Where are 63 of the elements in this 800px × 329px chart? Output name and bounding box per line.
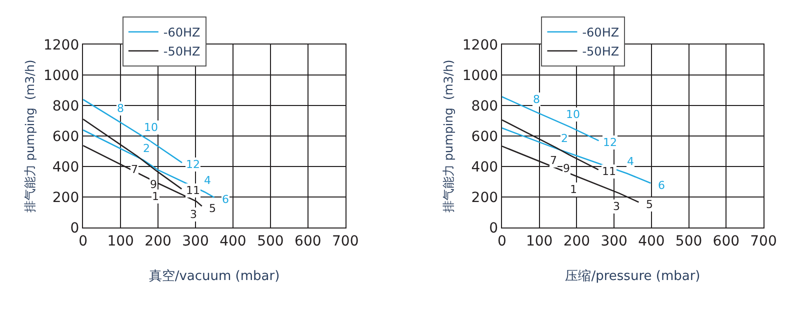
annotation: 10: [566, 108, 580, 121]
legend-label: -50HZ: [163, 44, 200, 59]
annotation: 3: [613, 200, 620, 213]
x-tick-label: 600: [712, 234, 740, 250]
annotation: 5: [646, 198, 653, 211]
line-series: [502, 127, 652, 184]
annotation: 10: [144, 121, 158, 134]
annotation: 4: [204, 174, 211, 187]
annotation: 7: [131, 163, 138, 176]
y-tick-label: 0: [70, 220, 80, 237]
x-tick-label: 500: [257, 234, 284, 250]
y-axis-title: 排气能力 pumping (m3/h): [442, 60, 456, 213]
y-tick-label: 800: [471, 98, 498, 114]
x-tick-label: 700: [332, 234, 359, 250]
x-tick-label: 300: [600, 234, 628, 250]
y-tick-label: 400: [471, 160, 498, 176]
line-series: [83, 98, 183, 164]
annotation: 11: [186, 184, 200, 197]
y-tick-label: 200: [52, 190, 80, 206]
x-tick-label: 300: [182, 234, 209, 250]
y-tick-label: 400: [52, 160, 80, 176]
annotation: 3: [190, 208, 197, 221]
x-tick-label: 100: [107, 234, 134, 250]
legend-label: -60HZ: [163, 26, 200, 40]
annotation: 8: [533, 93, 540, 106]
y-tick-label: 600: [52, 129, 80, 146]
x-axis-title: 真空/vacuum (mbar): [148, 269, 280, 284]
annotation: 6: [222, 193, 229, 206]
y-tick-label: 0: [489, 220, 498, 237]
annotation: 9: [563, 162, 570, 175]
x-tick-label: 200: [144, 234, 172, 250]
annotation: 7: [550, 154, 557, 167]
annotation: 6: [658, 179, 665, 192]
annotation: 2: [143, 142, 150, 155]
y-tick-label: 1200: [43, 37, 80, 54]
y-tick-label: 1000: [43, 68, 80, 84]
x-tick-label: 100: [526, 234, 553, 250]
annotation: 1: [152, 190, 159, 203]
legend-label: -50HZ: [582, 44, 620, 59]
annotation: 9: [150, 178, 157, 191]
x-tick-label: 500: [675, 234, 702, 250]
annotation: 11: [602, 165, 616, 178]
y-tick-label: 600: [471, 129, 498, 146]
y-tick-label: 1200: [462, 37, 498, 54]
x-tick-label: 200: [563, 234, 590, 250]
annotation: 5: [209, 202, 216, 215]
y-axis-title: 排气能力 pumping (m3/h): [22, 60, 37, 213]
line-series: [502, 96, 600, 142]
x-tick-label: 400: [638, 234, 665, 250]
y-tick-label: 1000: [462, 68, 498, 84]
annotation: 8: [117, 102, 124, 115]
legend-label: -60HZ: [582, 26, 620, 40]
annotation: 12: [186, 158, 200, 171]
annotation: 12: [603, 136, 617, 149]
annotation: 4: [627, 155, 634, 168]
annotation: 1: [570, 183, 577, 196]
annotation: 2: [561, 132, 568, 145]
y-tick-label: 200: [471, 190, 498, 206]
x-tick-label: 700: [750, 234, 777, 250]
y-tick-label: 800: [52, 98, 80, 114]
x-tick-label: 400: [220, 234, 246, 250]
x-axis-title: 压缩/pressure (mbar): [565, 269, 700, 284]
x-tick-label: 600: [294, 234, 322, 250]
